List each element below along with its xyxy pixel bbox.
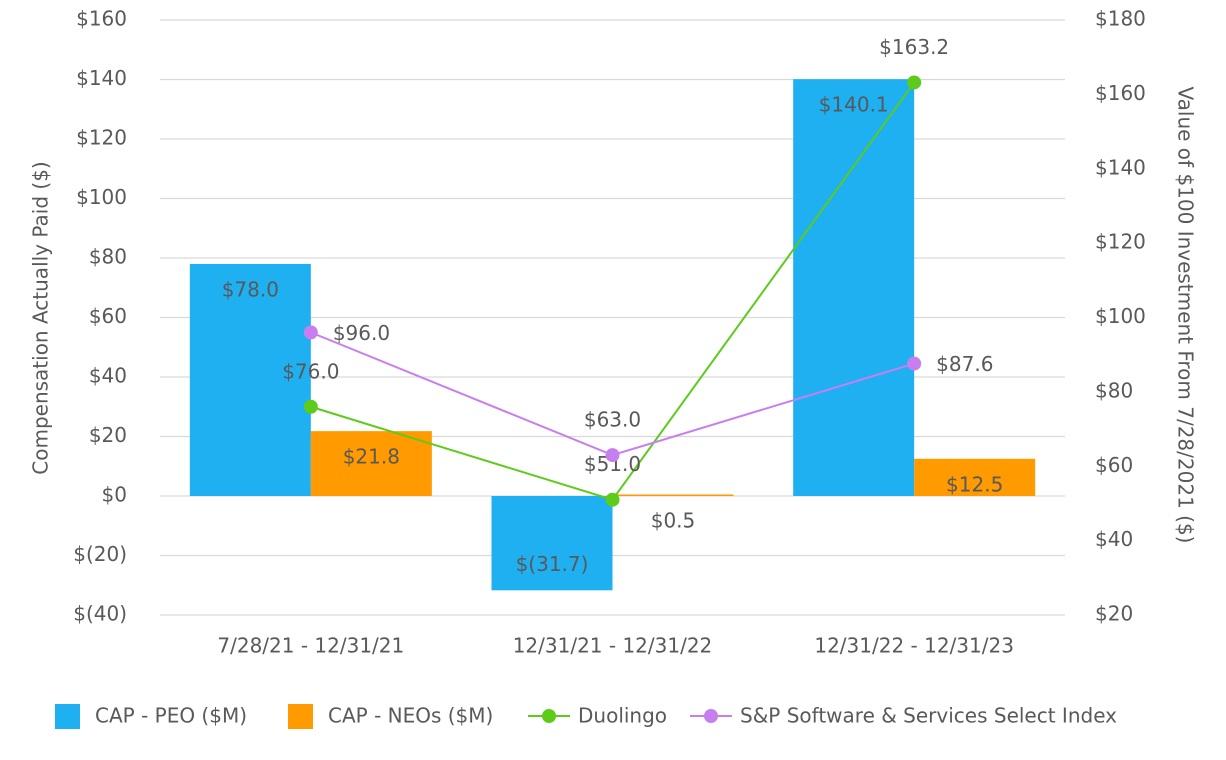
data-label: $78.0 — [222, 277, 279, 301]
line-marker — [303, 399, 318, 414]
y-tick-label: $20 — [89, 423, 127, 447]
line-marker — [605, 448, 620, 463]
y2-tick-label: $180 — [1095, 7, 1146, 31]
x-tick-label: 12/31/22 - 12/31/23 — [814, 634, 1014, 658]
data-label: $87.6 — [936, 352, 993, 376]
bar — [612, 494, 734, 496]
y-tick-label: $80 — [89, 245, 127, 269]
legend-label: S&P Software & Services Select Index — [740, 704, 1117, 728]
x-tick-label: 7/28/21 - 12/31/21 — [217, 634, 404, 658]
data-label: $(31.7) — [516, 552, 589, 576]
data-label: $63.0 — [584, 408, 641, 432]
line-marker — [303, 325, 318, 340]
bar — [189, 263, 311, 496]
legend-label: Duolingo — [578, 704, 667, 728]
data-label: $12.5 — [946, 472, 1003, 496]
legend-label: CAP - PEO ($M) — [95, 704, 247, 728]
data-label: $0.5 — [651, 509, 696, 533]
y2-axis-title: Value of $100 Investment From 7/28/2021 … — [1174, 87, 1198, 544]
y2-tick-label: $120 — [1095, 230, 1146, 254]
y2-tick-label: $160 — [1095, 81, 1146, 105]
y2-tick-label: $140 — [1095, 155, 1146, 179]
y2-tick-label: $100 — [1095, 304, 1146, 328]
data-label: $96.0 — [333, 321, 390, 345]
y2-tick-label: $60 — [1095, 453, 1133, 477]
data-label: $76.0 — [282, 359, 339, 383]
y-axis-title: Compensation Actually Paid ($) — [29, 161, 53, 474]
legend-swatch — [288, 704, 313, 729]
data-label: $163.2 — [879, 35, 949, 59]
y2-tick-label: $20 — [1095, 602, 1133, 626]
bar — [914, 458, 1036, 496]
data-label: $21.8 — [343, 445, 400, 469]
y-tick-label: $(20) — [73, 542, 127, 566]
y-tick-label: $140 — [76, 66, 127, 90]
y-tick-label: $60 — [89, 304, 127, 328]
y-tick-label: $0 — [102, 483, 127, 507]
y-tick-label: $120 — [76, 126, 127, 150]
line-marker — [907, 75, 922, 90]
legend-marker — [704, 709, 718, 723]
legend-marker — [542, 709, 556, 723]
x-tick-label: 12/31/21 - 12/31/22 — [513, 634, 713, 658]
data-label: $140.1 — [819, 93, 889, 117]
y-tick-label: $(40) — [73, 602, 127, 626]
line-marker — [605, 492, 620, 507]
legend-swatch — [55, 704, 80, 729]
bar — [310, 431, 432, 496]
y2-tick-label: $40 — [1095, 527, 1133, 551]
bar — [491, 496, 613, 591]
bar — [793, 79, 915, 496]
y-tick-label: $40 — [89, 364, 127, 388]
y-tick-label: $160 — [76, 7, 127, 31]
y2-tick-label: $80 — [1095, 378, 1133, 402]
line-marker — [907, 356, 922, 371]
legend-label: CAP - NEOs ($M) — [328, 704, 493, 728]
y-tick-label: $100 — [76, 185, 127, 209]
